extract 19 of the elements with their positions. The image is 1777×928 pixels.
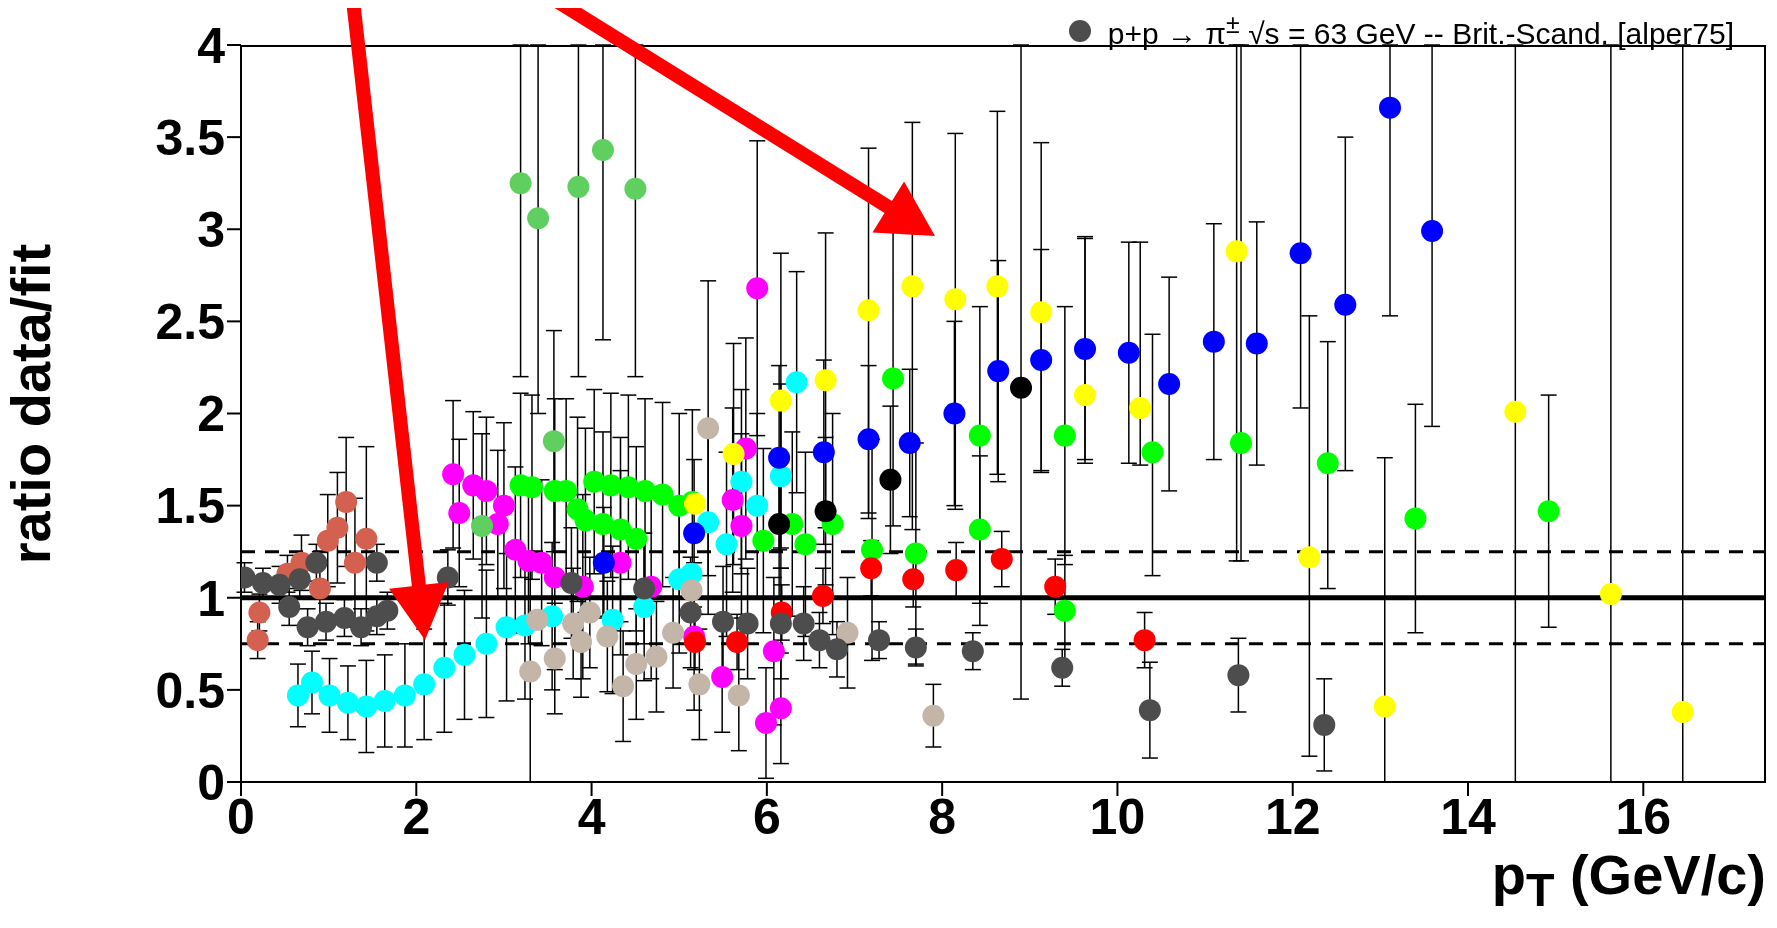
x-tick-label: 16 xyxy=(1615,788,1672,845)
legend-label: p+p → π$^{±}$ √s = 63 GeV -- Brit.-Scand. [alper75] xyxy=(1107,10,1734,51)
y-tick-label: 4 xyxy=(197,17,226,74)
x-tick-label: 14 xyxy=(1440,788,1497,845)
x-tick-label: 2 xyxy=(402,788,431,845)
y-tick-label: 1.5 xyxy=(155,478,225,535)
y-tick-label: 1 xyxy=(197,570,225,627)
x-tick-label: 10 xyxy=(1089,788,1146,845)
y-tick-label: 2 xyxy=(197,386,225,443)
y-tick-label: 0.5 xyxy=(155,662,225,719)
x-axis-title: p$_{T}$ (GeV/c) xyxy=(1491,843,1766,917)
y-axis-title: ratio data/fit xyxy=(0,243,63,564)
x-tick-label: 12 xyxy=(1264,788,1321,845)
y-tick-label: 2.5 xyxy=(155,294,225,351)
x-tick-label: 6 xyxy=(752,788,781,845)
y-tick-label: 3 xyxy=(197,202,225,258)
y-tick-label: 3.5 xyxy=(155,109,225,166)
x-tick-label: 4 xyxy=(577,788,606,845)
x-tick-label: 8 xyxy=(928,788,957,845)
